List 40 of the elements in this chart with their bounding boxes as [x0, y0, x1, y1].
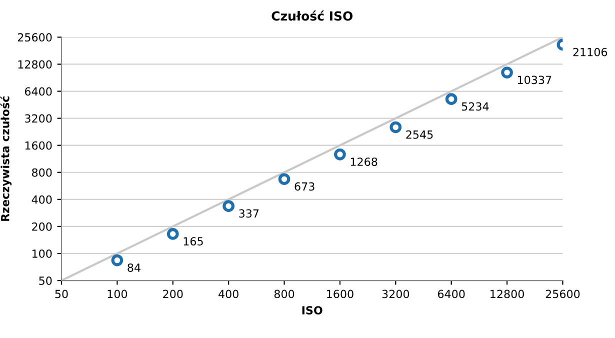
data-label: 21106: [573, 48, 608, 56]
y-tick-label: 200: [32, 222, 52, 231]
data-label: 2545: [406, 130, 433, 139]
y-tick-label: 25600: [18, 33, 52, 42]
point: [111, 254, 124, 266]
x-tick-label: 12800: [490, 290, 524, 298]
data-label: 10337: [518, 76, 552, 84]
x-tick-label: 800: [274, 290, 294, 298]
x-tick-label: 200: [163, 290, 183, 298]
x-tick-label: 3200: [382, 290, 410, 298]
x-tick-label: 100: [108, 290, 128, 298]
x-tick-label: 25600: [546, 290, 580, 298]
point: [166, 228, 179, 240]
point: [278, 173, 290, 186]
point: [501, 66, 513, 78]
y-tick-label: 100: [32, 249, 52, 258]
y-tick-label: 400: [32, 195, 52, 204]
point: [390, 121, 402, 134]
x-tick-label: 6400: [438, 290, 465, 298]
chart-title: Czułość ISO: [272, 10, 353, 21]
data-label: 1268: [350, 158, 378, 166]
data-label: 673: [294, 182, 314, 191]
data-label: 165: [184, 237, 203, 246]
x-tick-label: 400: [218, 290, 238, 298]
y-tick-label: 12800: [18, 60, 52, 69]
x-tick-label: 50: [55, 290, 68, 298]
y-axis-title: Rzeczywista czułość: [0, 96, 12, 221]
data-label: 84: [128, 263, 140, 272]
point: [222, 200, 234, 212]
data-label: 337: [239, 209, 259, 218]
y-tick-label: 3200: [25, 114, 52, 123]
y-tick-label: 800: [32, 168, 52, 177]
data-label: 5234: [462, 102, 489, 111]
x-axis-title: ISO: [302, 306, 322, 314]
y-tick-label: 6400: [24, 87, 52, 96]
y-tick-label: 50: [39, 276, 52, 285]
point: [445, 93, 458, 106]
x-tick-label: 1600: [327, 290, 354, 298]
point: [334, 148, 346, 160]
y-tick-label: 1600: [25, 141, 52, 150]
